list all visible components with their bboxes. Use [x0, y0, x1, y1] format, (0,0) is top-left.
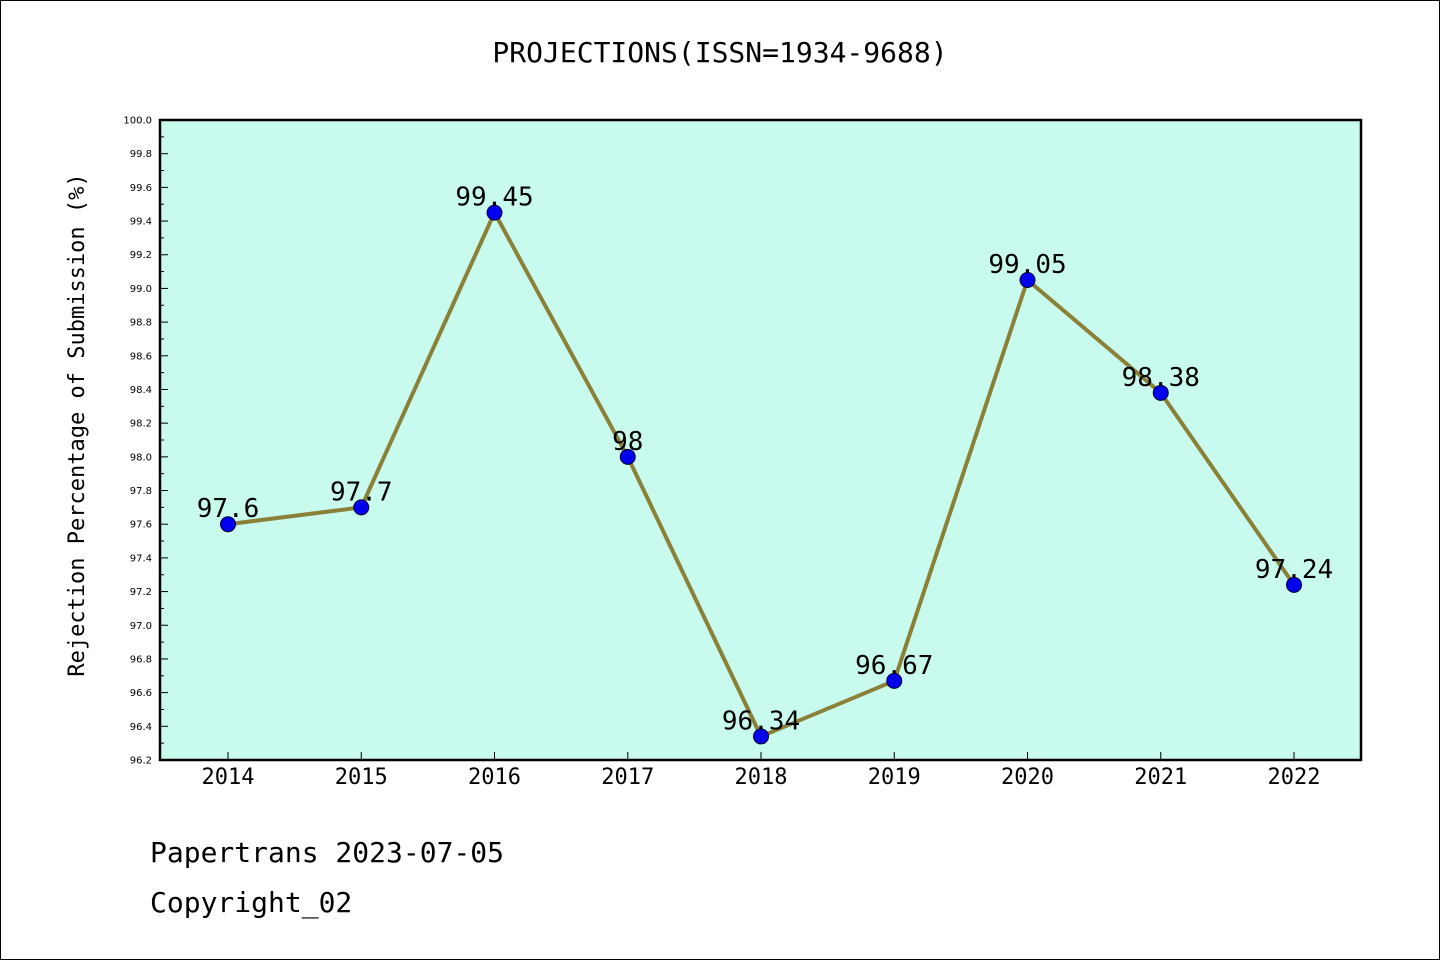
y-tick-label: 97.6 [130, 520, 152, 531]
x-tick-label: 2018 [735, 765, 788, 790]
data-label: 97.24 [1255, 555, 1333, 585]
footer-credit: Papertrans 2023-07-05 [150, 836, 505, 869]
data-point [1286, 576, 1302, 593]
data-point [1152, 384, 1169, 401]
chart-title: PROJECTIONS(ISSN=1934-9688) [492, 36, 948, 69]
data-label: 99.05 [988, 250, 1066, 280]
data-labels: 97.6 97.7 99.45 98 96.34 96.67 99.05 98.38 97.24 [197, 183, 1333, 737]
y-tick-label: 96.8 [130, 654, 152, 665]
y-tick-label: 99.4 [130, 217, 152, 228]
x-tick-label: 2020 [1001, 765, 1054, 790]
y-tick-label: 98.0 [130, 452, 152, 463]
data-point [1019, 272, 1036, 288]
x-tick-label: 2022 [1268, 765, 1321, 790]
y-tick-label: 100.0 [123, 116, 152, 127]
x-tick-label: 2015 [335, 765, 388, 790]
data-label: 96.67 [855, 651, 933, 681]
y-tick-label: 96.4 [130, 722, 152, 733]
data-point [220, 516, 236, 533]
x-tick-label: 2017 [601, 765, 654, 790]
y-axis: 96.2 96.4 96.6 96.8 97.0 97.2 97.4 97.6 97.8 98.0… [123, 116, 168, 767]
y-tick-label: 96.2 [130, 756, 152, 767]
data-label: 98.38 [1122, 363, 1200, 393]
x-axis: 2014 2015 2016 2017 2018 2019 2020 2021 2022 [202, 752, 1321, 790]
data-label: 96.34 [722, 706, 800, 736]
y-tick-label: 99.6 [130, 183, 152, 194]
data-label: 97.7 [330, 477, 393, 507]
x-tick-label: 2014 [202, 765, 255, 790]
data-label: 98 [612, 427, 643, 457]
x-tick-label: 2021 [1134, 765, 1187, 790]
footer-copyright: Copyright_02 [150, 886, 353, 919]
y-tick-label: 97.4 [130, 553, 152, 564]
y-tick-label: 98.8 [130, 318, 152, 329]
y-tick-label: 99.0 [130, 284, 152, 295]
y-tick-label: 98.4 [130, 385, 152, 396]
y-tick-label: 96.6 [130, 688, 152, 699]
data-point [486, 204, 503, 221]
y-tick-label: 97.8 [130, 486, 152, 497]
data-point [619, 448, 636, 465]
data-point [353, 499, 370, 516]
y-tick-label: 98.6 [130, 351, 152, 362]
y-tick-label: 99.8 [130, 149, 152, 160]
y-tick-label: 98.2 [130, 419, 152, 430]
data-markers [220, 204, 1302, 745]
x-tick-label: 2019 [868, 765, 921, 790]
y-tick-label: 99.2 [130, 250, 152, 261]
data-label: 97.6 [197, 494, 260, 524]
y-tick-label: 97.2 [130, 587, 152, 598]
plot-area [158, 118, 1363, 762]
y-tick-label: 97.0 [130, 621, 152, 632]
y-axis-label: Rejection Percentage of Submission (%) [65, 173, 90, 676]
data-label: 99.45 [455, 183, 533, 213]
x-tick-label: 2016 [468, 765, 521, 790]
data-point [753, 728, 769, 745]
data-point [886, 672, 903, 689]
